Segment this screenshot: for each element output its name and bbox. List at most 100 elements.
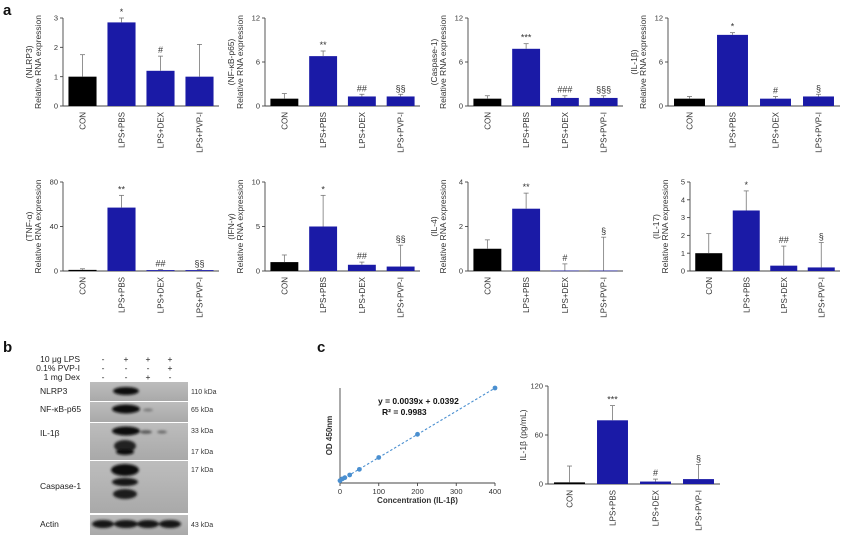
y-axis-label-gene: (IFN-γ) [226, 213, 236, 240]
x-tick-label: 300 [450, 487, 463, 496]
category-label: LPS+PVP-I [817, 277, 826, 318]
bar-lps-pvp-i [589, 97, 618, 106]
band-il1b-33-pvpi [157, 430, 167, 434]
bar-chart-elisa: 0 60 120 IL-1β (pg/mL) CON *** LPS+PBS # LPS+DEX… [518, 382, 720, 531]
category-label: LPS+DEX [652, 489, 661, 526]
category-label: CON [280, 112, 289, 130]
y-axis-label-relative: Relative RNA expression [235, 15, 245, 109]
category-label: LPS+PVP-I [196, 112, 205, 153]
category-label: LPS+PBS [609, 490, 618, 526]
bar-lps-pvp-i [185, 76, 214, 106]
y-axis-label-gene: (TNF-α) [24, 211, 34, 241]
bar-chart-1: 0 1 2 3 (NLRP3) Relative RNA expression CON * LP… [24, 7, 219, 153]
condition-label-pvpi: 0.1% PVP-I [36, 363, 80, 373]
bar-chart-7: 0 2 4 (IL-4) Relative RNA expression CON ** LPS… [429, 178, 623, 318]
y-tick-label: 12 [455, 14, 463, 23]
significance-label: §§ [194, 259, 204, 269]
condition-label-dex: 1 mg Dex [44, 372, 81, 382]
y-tick-label: 2 [459, 222, 463, 231]
kda-label-nfkb: 65 kDa [191, 407, 213, 414]
y-axis-label-relative: Relative RNA expression [33, 179, 43, 273]
y-axis-label-gene: (IL-17) [651, 214, 661, 239]
y-tick-label: 0 [54, 267, 58, 276]
y-tick-label: 2 [54, 43, 58, 52]
category-label: LPS+DEX [772, 111, 781, 148]
significance-label: §§ [396, 234, 406, 244]
category-label: LPS+DEX [561, 111, 570, 148]
bar-lps-dex [347, 96, 376, 106]
category-label: LPS+DEX [157, 111, 166, 148]
category-label: LPS+PBS [118, 277, 127, 313]
category-label: CON [79, 277, 88, 295]
y-axis-label-gene: (IL-1β) [629, 49, 639, 74]
category-label: CON [79, 112, 88, 130]
bar-lps-pvp-i [185, 270, 214, 271]
condition-mark: - [169, 372, 172, 382]
band-actin-3 [137, 520, 159, 528]
category-label: LPS+PVP-I [600, 277, 609, 318]
y-axis-label-gene: (Caspase-1) [429, 38, 439, 85]
significance-label: ## [357, 83, 367, 93]
condition-mark: + [124, 354, 129, 364]
panel-label-b: b [3, 339, 12, 356]
condition-mark: - [147, 363, 150, 373]
category-label: CON [566, 490, 575, 508]
y-tick-label: 0 [256, 267, 260, 276]
band-actin-2 [114, 520, 138, 528]
condition-mark: - [125, 363, 128, 373]
category-label: LPS+PVP-I [397, 112, 406, 153]
category-label: CON [705, 277, 714, 295]
band-actin-1 [92, 520, 114, 528]
bar-lps-pvp-i [386, 96, 415, 106]
bar-lps-pvp-i [589, 270, 618, 272]
bar-lps-pbs [732, 210, 760, 271]
band-casp1-upper [111, 464, 139, 476]
y-tick-label: 0 [54, 102, 58, 111]
y-tick-label: 0 [256, 102, 260, 111]
category-label: LPS+DEX [780, 276, 789, 313]
x-tick-label: 400 [489, 487, 502, 496]
significance-label: ### [557, 85, 572, 95]
condition-mark: - [125, 372, 128, 382]
bar-con [473, 98, 502, 106]
bar-lps-dex [146, 270, 175, 271]
significance-label: *** [607, 395, 618, 405]
condition-mark: + [146, 372, 151, 382]
bar-chart-5: 0 40 80 (TNF-α) Relative RNA expression CON **… [24, 178, 219, 318]
blot-strip-caspase1 [90, 461, 188, 513]
bar-con [473, 248, 502, 271]
significance-label: ** [118, 184, 126, 194]
x-tick-label: 100 [372, 487, 385, 496]
bar-lps-pbs [597, 420, 628, 484]
protein-label-nlrp3: NLRP3 [40, 386, 68, 396]
significance-label: ## [357, 251, 367, 261]
protein-label-il1b: IL-1β [40, 428, 60, 438]
category-label: LPS+PBS [729, 112, 738, 148]
y-tick-label: 60 [535, 431, 543, 440]
condition-mark: + [168, 363, 173, 373]
significance-label: * [744, 180, 748, 190]
category-label: LPS+PBS [522, 277, 531, 313]
bar-con [674, 98, 705, 106]
y-axis-label-relative: Relative RNA expression [638, 15, 648, 109]
bar-con [68, 269, 97, 271]
bar-lps-pbs [512, 48, 541, 106]
bar-lps-dex [550, 97, 579, 106]
kda-label-il1b-33: 33 kDa [191, 428, 213, 435]
significance-label: ## [155, 259, 165, 269]
significance-label: § [601, 226, 606, 236]
condition-marks: - + + +- - - +- - + - [102, 354, 173, 382]
bar-con [68, 76, 97, 106]
y-tick-label: 4 [681, 195, 685, 204]
data-point [347, 472, 353, 478]
y-tick-label: 80 [50, 178, 58, 187]
category-label: LPS+PBS [319, 277, 328, 313]
significance-label: * [731, 22, 735, 32]
category-label: LPS+PVP-I [600, 112, 609, 153]
bar-chart-8: 0 1 2 3 4 5 (IL-17) Relative RNA expression CON *… [651, 178, 840, 318]
y-tick-label: 3 [54, 14, 58, 23]
y-tick-label: 0 [681, 267, 685, 276]
panel-label-a: a [3, 2, 12, 19]
data-point [342, 475, 348, 481]
blot-strip-il1b [90, 423, 188, 460]
